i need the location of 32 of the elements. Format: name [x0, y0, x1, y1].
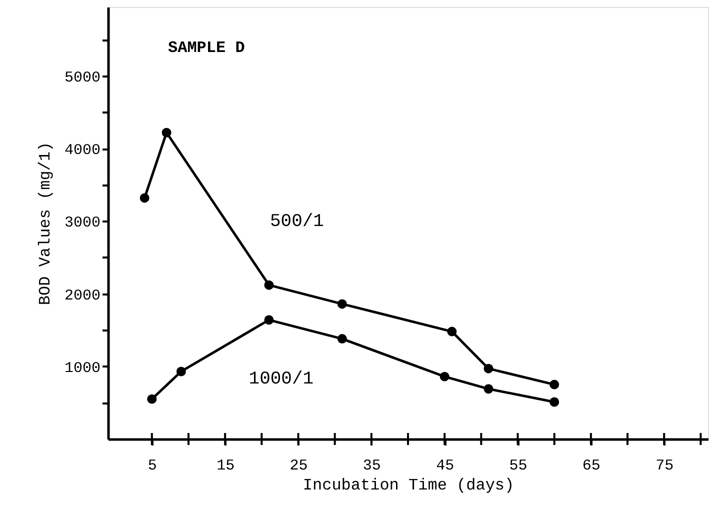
- y-tick-label: 5000: [64, 69, 100, 86]
- point: [484, 384, 494, 394]
- x-tick-label: 65: [582, 458, 600, 474]
- point: [147, 394, 157, 404]
- point: [337, 299, 347, 309]
- x-axis-title: Incubation Time (days): [302, 476, 514, 494]
- point: [484, 364, 494, 374]
- y-tick-label: 4000: [64, 142, 100, 160]
- x-tick-label: 75: [656, 458, 674, 474]
- x-tick-label: 15: [216, 458, 235, 474]
- y-axis-title: BOD Values (mg/1): [36, 142, 54, 306]
- point: [337, 334, 347, 344]
- point: [550, 380, 560, 390]
- series-label: 1000/1: [248, 369, 314, 390]
- x-tick-label: 35: [362, 458, 381, 474]
- point: [264, 280, 274, 290]
- point: [447, 326, 457, 336]
- point: [162, 128, 172, 138]
- point: [176, 366, 186, 376]
- x-tick-label: 55: [509, 458, 528, 474]
- y-tick-label: 1000: [64, 360, 100, 377]
- text: SAMPLE D: [168, 39, 245, 57]
- x-tick-label: 45: [436, 458, 454, 474]
- point: [140, 193, 150, 203]
- point: [264, 315, 274, 325]
- x-tick-label: 5: [148, 458, 157, 474]
- x-tick-label: 25: [290, 458, 308, 474]
- point: [440, 372, 450, 382]
- point: [550, 397, 560, 407]
- y-tick-label: 2000: [64, 287, 100, 304]
- series-label: 500/1: [270, 212, 324, 232]
- y-tick-label: 3000: [64, 214, 100, 232]
